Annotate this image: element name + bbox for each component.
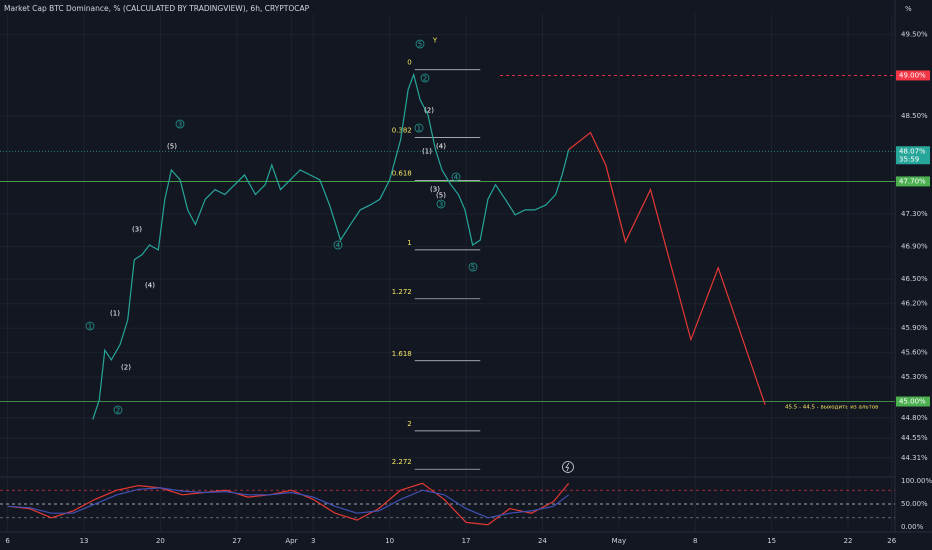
wave-label: 4 [336, 242, 341, 250]
wave-label: (3) [430, 186, 440, 194]
price-label: 48.07% [899, 147, 926, 155]
x-tick-label: 20 [156, 537, 165, 545]
wave-label: (5) [436, 192, 446, 200]
y-tick-label: 44.55% [901, 434, 928, 442]
series-line [92, 72, 570, 420]
y-tick-label: 44.31% [901, 454, 928, 462]
fib-label: 1 [407, 239, 411, 247]
wave-label: (3) [132, 226, 142, 234]
y-tick-label: 47.30% [901, 210, 928, 218]
series-line [7, 487, 570, 519]
y-tick-label: 46.20% [901, 300, 928, 308]
price-label-box [896, 146, 930, 165]
y-tick-label: 48.50% [901, 112, 928, 120]
y-tick-label: 49.50% [901, 31, 928, 39]
x-tick-label: 26 [887, 537, 896, 545]
osc-tick-label: 100.00% [901, 477, 932, 485]
countdown: 35:59 [899, 155, 919, 163]
y-tick-label: 44.80% [901, 414, 928, 422]
wave-label: (2) [121, 364, 131, 372]
x-tick-label: 6 [5, 537, 10, 545]
wave-label: (5) [167, 143, 177, 151]
wave-circle [414, 123, 424, 133]
wave-label: Y [432, 37, 438, 45]
wave-circle [415, 39, 425, 49]
x-tick-label: 3 [311, 537, 315, 545]
annotation: 45.5 - 44.5 - выходить из альтов [785, 405, 878, 411]
wave-label: 4 [454, 174, 459, 182]
wave-label: 3 [178, 121, 182, 129]
fib-label: 0 [407, 59, 411, 67]
x-tick-label: 10 [385, 537, 394, 545]
wave-label: 2 [423, 75, 427, 83]
wave-label: (4) [145, 282, 155, 290]
chart-title: Market Cap BTC Dominance, % (CALCULATED … [4, 4, 310, 13]
x-tick-label: 13 [80, 537, 89, 545]
fib-label: 2 [407, 420, 411, 428]
x-tick-label: 15 [767, 537, 776, 545]
price-label: 45.00% [899, 398, 926, 406]
y-tick-label: 45.30% [901, 373, 928, 381]
wave-label: (4) [436, 143, 446, 151]
wave-circle [436, 199, 446, 209]
wave-circle [468, 262, 478, 272]
price-label-box [896, 396, 930, 407]
osc-tick-label: 50.00% [901, 500, 928, 508]
wave-label: (1) [110, 310, 120, 318]
y-tick-label: 46.90% [901, 243, 928, 251]
y-tick-label: 46.50% [901, 275, 928, 283]
fib-label: 1.272 [392, 288, 412, 296]
x-tick-label: 24 [538, 537, 547, 545]
wave-label: 2 [116, 407, 120, 415]
x-tick-label: Apr [285, 537, 297, 545]
fib-label: 2.272 [392, 458, 412, 466]
wave-label: (1) [422, 148, 432, 156]
wave-label: 5 [471, 264, 475, 272]
wave-circle [451, 172, 461, 182]
fib-label: 0.618 [392, 170, 412, 178]
wave-circle [85, 321, 95, 331]
y-tick-label: 45.90% [901, 324, 928, 332]
wave-circle [113, 405, 123, 415]
alert-icon[interactable] [562, 461, 574, 473]
y-tick-label: 45.60% [901, 349, 928, 357]
series-line [568, 131, 766, 405]
x-tick-label: May [612, 537, 626, 545]
wave-label: 1 [88, 323, 92, 331]
price-label-box [896, 176, 930, 187]
price-label: 49.00% [899, 71, 926, 79]
fib-label: 1.618 [392, 350, 412, 358]
series-line [7, 482, 570, 526]
axis-unit: % [905, 5, 912, 13]
wave-circle [175, 119, 185, 129]
wave-circle [333, 240, 343, 250]
x-tick-label: 17 [462, 537, 471, 545]
wave-label: (2) [424, 107, 434, 115]
x-tick-label: 8 [693, 537, 697, 545]
osc-tick-label: 0.00% [901, 523, 924, 531]
wave-label: 5 [418, 41, 422, 49]
wave-label: 1 [417, 125, 421, 133]
x-tick-label: 27 [232, 537, 241, 545]
wave-label: 3 [439, 201, 443, 209]
price-label-box [896, 70, 930, 81]
price-label: 47.70% [899, 177, 926, 185]
wave-circle [420, 73, 430, 83]
x-tick-label: 22 [844, 537, 853, 545]
